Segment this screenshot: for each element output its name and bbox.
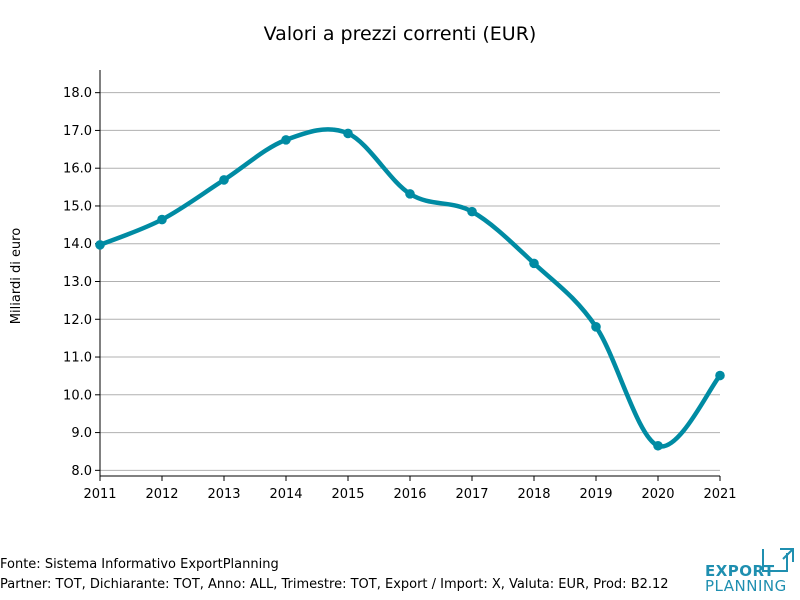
x-tick-label: 2021 [703,487,736,502]
x-tick-label: 2017 [455,487,488,502]
y-tick-label: 8.0 [71,464,92,479]
source-note: Fonte: Sistema Informativo ExportPlannin… [0,557,279,572]
y-tick-label: 10.0 [63,388,92,403]
logo-word-planning: PLANNING [705,577,787,595]
data-point [157,214,167,225]
x-tick-label: 2015 [331,487,364,502]
x-tick-label: 2019 [579,487,612,502]
data-point [715,370,725,381]
data-point [95,240,105,250]
data-point [219,175,229,185]
y-tick-label: 13.0 [63,275,92,290]
series-line [97,127,723,449]
y-tick-label: 18.0 [63,86,92,101]
tick-labels: 8.0 9.0 10.0 11.0 12.0 13.0 14.0 15.0 16.0 17.0 18… [63,86,737,502]
logo-word-export: EXPORT [705,562,775,580]
x-tick-label: 2014 [269,487,302,502]
data-point [343,128,353,139]
gridlines [100,92,720,471]
query-parameters-note: Partner: TOT, Dichiarante: TOT, Anno: AL… [0,577,669,592]
y-tick-label: 16.0 [63,162,92,177]
data-point [591,322,601,332]
x-tick-label: 2016 [393,487,426,502]
y-tick-label: 12.0 [63,313,92,328]
axes [95,70,721,481]
y-tick-label: 14.0 [63,237,92,252]
y-tick-label: 15.0 [63,199,92,214]
y-tick-label: 11.0 [63,351,92,366]
y-tick-label: 17.0 [63,124,92,139]
exportplanning-logo: EXPORT PLANNING [705,545,797,595]
chart-title: Valori a prezzi correnti (EUR) [264,23,537,45]
x-tick-label: 2012 [145,487,178,502]
logo-bracket-icon [762,548,794,572]
y-tick-label: 9.0 [71,426,92,441]
x-tick-label: 2020 [641,487,674,502]
y-axis-label: Miliardi di euro [9,228,24,324]
data-point [529,258,539,269]
data-point [467,206,477,217]
x-tick-label: 2011 [83,487,116,502]
data-point [405,189,415,199]
data-point [653,440,663,451]
data-series [95,127,725,451]
data-point [281,135,291,145]
x-tick-label: 2013 [207,487,240,502]
x-tick-label: 2018 [517,487,550,502]
